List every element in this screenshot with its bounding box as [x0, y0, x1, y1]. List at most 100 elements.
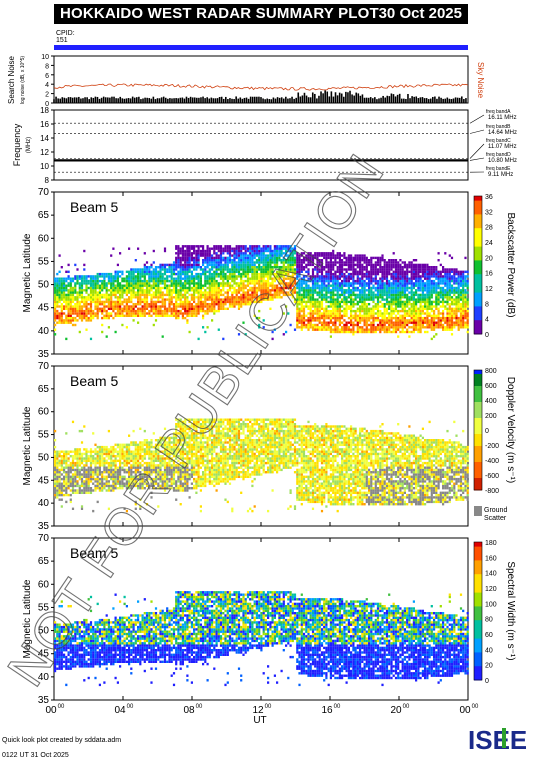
power-cell	[246, 263, 250, 267]
power-cell	[345, 312, 348, 315]
velocity-cell	[58, 493, 61, 497]
power-cell	[403, 289, 406, 292]
velocity-cell	[54, 484, 57, 488]
power-cell	[211, 284, 214, 287]
power-cell	[123, 300, 126, 304]
power-cell	[166, 279, 169, 283]
power-cell	[228, 247, 232, 250]
power-cell	[316, 275, 319, 278]
power-cell	[101, 286, 104, 290]
power-cell	[325, 298, 328, 301]
power-cell	[293, 289, 297, 292]
power-cell	[215, 268, 218, 271]
power-cell	[114, 275, 117, 278]
power-cell	[98, 291, 101, 294]
power-cell	[287, 268, 290, 271]
power-cell	[383, 326, 386, 329]
power-cell	[354, 296, 357, 299]
power-cell	[439, 319, 442, 322]
power-cell	[179, 289, 182, 292]
power-cell	[352, 259, 355, 262]
power-cell	[190, 245, 193, 248]
power-cell	[307, 300, 310, 304]
power-cell	[363, 282, 366, 285]
power-cell	[152, 275, 155, 278]
power-cell	[179, 305, 182, 308]
power-cell	[231, 266, 234, 269]
power-cell	[217, 298, 220, 301]
power-cell	[105, 284, 108, 287]
power-cell	[457, 323, 460, 327]
power-cell	[134, 296, 137, 299]
power-cell	[233, 277, 236, 280]
power-cell	[417, 330, 420, 334]
power-cell	[60, 309, 63, 313]
power-cell	[244, 247, 247, 250]
power-cell	[141, 268, 144, 271]
power-cell	[60, 316, 63, 320]
power-cell	[54, 291, 57, 294]
power-cell	[365, 270, 368, 273]
power-cell	[361, 263, 364, 267]
power-cell	[374, 319, 377, 322]
power-cell	[208, 291, 211, 294]
power-cell	[96, 298, 99, 301]
power-cell	[390, 291, 393, 294]
power-cell	[352, 282, 355, 285]
power-cell	[403, 286, 406, 290]
velocity-cell	[63, 489, 66, 492]
power-cell	[219, 289, 223, 292]
power-cell	[399, 289, 402, 292]
power-cell	[215, 259, 218, 262]
power-cell	[197, 300, 200, 304]
power-cell	[385, 307, 389, 310]
power-cell	[175, 272, 178, 276]
power-cell	[54, 309, 57, 313]
velocity-cell	[60, 505, 63, 508]
power-cell	[433, 268, 436, 271]
power-cell	[320, 305, 324, 308]
power-cell	[392, 284, 395, 287]
power-cell	[444, 284, 447, 287]
velocity-cell	[58, 484, 61, 488]
power-cell	[152, 296, 155, 299]
power-cell	[271, 279, 274, 283]
power-cell	[224, 275, 227, 278]
power-cell	[439, 321, 442, 324]
power-cell	[224, 268, 227, 271]
power-cell	[172, 289, 176, 292]
power-cell	[352, 275, 355, 278]
power-cell	[298, 270, 301, 273]
power-cell	[455, 291, 458, 294]
power-cell	[464, 279, 467, 283]
power-cell	[298, 312, 301, 315]
power-cell	[137, 312, 140, 315]
power-cell	[119, 252, 122, 255]
power-cell	[137, 289, 140, 292]
power-cell	[379, 330, 382, 334]
power-cell	[157, 291, 160, 294]
power-cell	[152, 291, 155, 294]
power-cell	[345, 259, 348, 262]
power-cbar-tick: 12	[485, 286, 493, 293]
power-cell	[426, 266, 429, 269]
power-cell	[107, 289, 110, 292]
power-colorbar-segment	[474, 260, 482, 266]
power-cell	[307, 263, 310, 267]
power-cell	[195, 307, 198, 310]
power-cell	[446, 296, 449, 299]
power-cell	[63, 296, 66, 299]
power-cell	[231, 247, 234, 250]
power-cell	[435, 282, 438, 285]
power-cell	[314, 286, 317, 290]
power-cell	[374, 272, 377, 276]
power-cell	[58, 314, 61, 317]
power-cell	[450, 268, 454, 271]
power-cell	[141, 300, 144, 304]
power-cell	[222, 282, 225, 285]
power-cell	[128, 286, 131, 290]
power-cell	[459, 326, 463, 329]
power-cell	[359, 277, 362, 280]
power-cell	[453, 312, 456, 315]
power-cell	[253, 314, 256, 317]
